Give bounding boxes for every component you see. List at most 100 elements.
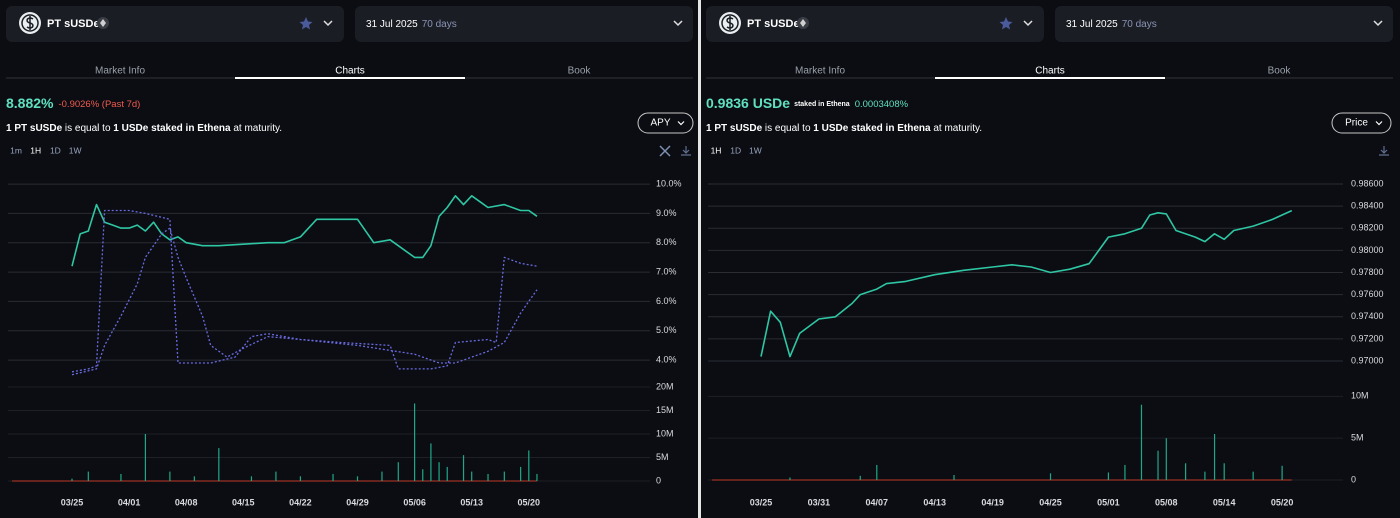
- tab[interactable]: Market Info: [95, 66, 145, 77]
- x-tick-label: 05/01: [1097, 497, 1120, 507]
- interval-button[interactable]: 1W: [749, 145, 762, 155]
- interval-button[interactable]: 1m: [10, 145, 22, 155]
- volume-bar: [250, 476, 253, 481]
- y-tick-label: 7.0%: [656, 266, 677, 276]
- interval-button[interactable]: 1D: [730, 145, 741, 155]
- description-part: at maturity.: [231, 123, 283, 134]
- volume-bar: [462, 455, 465, 481]
- volume-bar: [1281, 465, 1283, 480]
- volume-bar: [528, 450, 530, 481]
- y-tick-label: 10.0%: [656, 178, 682, 188]
- y-tick-label: 0.97400: [1351, 311, 1384, 321]
- volume-bar: [520, 466, 522, 481]
- tab[interactable]: Book: [568, 66, 592, 77]
- headline-change: -0.9026% (Past 7d): [58, 99, 140, 110]
- tab[interactable]: Charts: [1035, 66, 1064, 77]
- volume-bar: [218, 448, 220, 481]
- interval-button[interactable]: 1W: [69, 145, 82, 155]
- interval-button[interactable]: 1D: [50, 145, 61, 155]
- maturity-card[interactable]: [355, 6, 693, 42]
- volume-bar: [859, 475, 861, 480]
- volume-bar: [438, 462, 440, 481]
- data-line: [71, 195, 538, 267]
- days-left: 70 days: [422, 19, 457, 30]
- data-line: [760, 209, 1293, 358]
- chain-icon-glyph: [100, 19, 106, 27]
- download-icon[interactable]: [1379, 146, 1389, 156]
- volume-bar: [397, 462, 399, 481]
- tab[interactable]: Book: [1268, 66, 1292, 77]
- x-tick-label: 03/25: [61, 497, 84, 507]
- interval-button[interactable]: 1H: [30, 145, 41, 155]
- tab[interactable]: Market Info: [795, 66, 845, 77]
- market-card[interactable]: [6, 6, 344, 42]
- volume-bar: [503, 471, 505, 481]
- maturity-text: 31 Jul 2025 70 days: [1066, 19, 1157, 30]
- dropdown-chevron: [1373, 20, 1383, 27]
- description-part: is equal to: [62, 123, 113, 134]
- token-icon-ring: [21, 14, 39, 32]
- panel-divider: [698, 0, 701, 518]
- x-tick-label: 05/08: [1155, 497, 1178, 507]
- volume-tick-label: 10M: [656, 428, 674, 438]
- volume-bar: [1252, 471, 1254, 480]
- metric-selector[interactable]: [637, 112, 694, 134]
- volume-tick-label: 15M: [656, 405, 674, 415]
- chain-icon-glyph: [800, 19, 806, 27]
- volume-bar: [487, 473, 489, 481]
- metric-selector[interactable]: [1331, 112, 1392, 134]
- volume-bar: [193, 476, 195, 481]
- volume-bar: [71, 478, 73, 481]
- volume-tick-label: 5M: [656, 452, 669, 462]
- x-tick-label: 05/13: [460, 497, 483, 507]
- favorite-star[interactable]: [299, 17, 313, 30]
- dropdown-chevron: [673, 20, 683, 27]
- volume-bar: [430, 443, 432, 481]
- market-name: PT sUSDe: [747, 18, 800, 30]
- x-tick-label: 04/19: [981, 497, 1004, 507]
- dropdown-chevron: [323, 20, 333, 27]
- volume-bar: [414, 403, 416, 481]
- x-tick-label: 05/14: [1213, 497, 1236, 507]
- x-tick-label: 04/08: [175, 497, 198, 507]
- volume-bar: [1213, 434, 1216, 480]
- volume-bar: [446, 466, 448, 481]
- y-tick-label: 8.0%: [656, 237, 677, 247]
- volume-bar: [381, 471, 383, 481]
- maturity-card[interactable]: [1055, 6, 1393, 42]
- x-tick-label: 04/15: [232, 497, 255, 507]
- volume-bar: [120, 473, 122, 481]
- volume-bar: [299, 476, 301, 481]
- maturity-date: 31 Jul 2025: [1066, 19, 1118, 30]
- description-part: 1 PT sUSDe: [6, 123, 63, 134]
- y-tick-label: 0.97000: [1351, 355, 1384, 365]
- reference-line: [71, 209, 538, 373]
- market-name: PT sUSDe: [47, 18, 100, 30]
- volume-tick-label: 0: [1351, 474, 1356, 484]
- metric-selector-label: APY: [650, 118, 670, 129]
- download-icon[interactable]: [681, 146, 691, 156]
- volume-bar: [1157, 450, 1159, 480]
- volume-tick-label: 10M: [1351, 391, 1369, 401]
- x-tick-label: 04/07: [866, 497, 889, 507]
- volume-tick-label: 20M: [656, 381, 674, 391]
- description-part: at maturity.: [931, 123, 983, 134]
- headline-note: staked in Ethena: [794, 101, 850, 108]
- volume-bar: [1140, 404, 1143, 480]
- volume-bar: [422, 469, 424, 481]
- x-tick-label: 03/31: [808, 497, 831, 507]
- favorite-star[interactable]: [999, 17, 1013, 30]
- token-icon-ring: [721, 14, 739, 32]
- volume-bar: [1185, 463, 1187, 480]
- description-part: 1 USDe staked in Ethena: [813, 123, 931, 134]
- tools-icon[interactable]: [659, 145, 671, 157]
- interval-button[interactable]: 1H: [711, 145, 722, 155]
- maturity-text: 31 Jul 2025 70 days: [366, 19, 457, 30]
- headline-change: 0.0003408%: [855, 99, 909, 110]
- volume-bar: [144, 434, 147, 481]
- tab[interactable]: Charts: [335, 66, 364, 77]
- market-card[interactable]: [706, 6, 1044, 42]
- volume-bar: [87, 471, 89, 481]
